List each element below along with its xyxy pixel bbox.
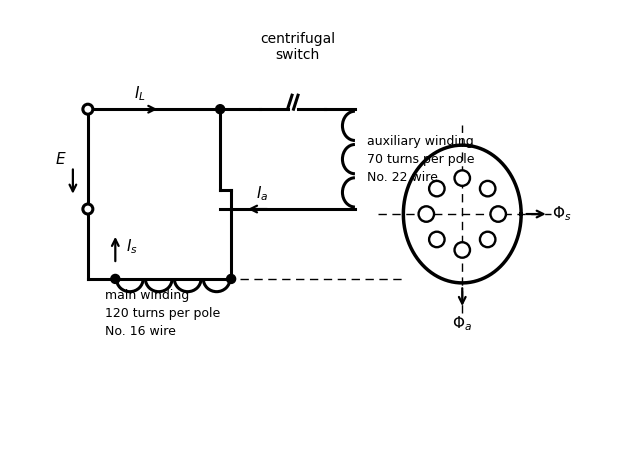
Text: main winding
120 turns per pole
No. 16 wire: main winding 120 turns per pole No. 16 w…	[105, 289, 221, 338]
Circle shape	[490, 206, 506, 222]
Text: $I_L$: $I_L$	[135, 84, 146, 103]
Circle shape	[429, 232, 445, 247]
Text: $I_s$: $I_s$	[126, 237, 138, 256]
Text: auxiliary winding
70 turns per pole
No. 22 wire: auxiliary winding 70 turns per pole No. …	[368, 135, 475, 183]
Circle shape	[480, 181, 495, 197]
Circle shape	[111, 274, 120, 284]
Text: $\Phi_s$: $\Phi_s$	[552, 205, 572, 223]
Circle shape	[83, 104, 93, 114]
Text: centrifugal
switch: centrifugal switch	[260, 31, 335, 62]
Text: $I_a$: $I_a$	[257, 184, 268, 203]
Circle shape	[429, 181, 445, 197]
Circle shape	[454, 242, 470, 258]
Circle shape	[480, 232, 495, 247]
Circle shape	[418, 206, 434, 222]
Circle shape	[227, 274, 236, 284]
Text: $E$: $E$	[55, 151, 66, 167]
Circle shape	[454, 170, 470, 186]
Circle shape	[216, 105, 224, 114]
Circle shape	[83, 204, 93, 214]
Text: $\Phi_a$: $\Phi_a$	[452, 314, 472, 333]
